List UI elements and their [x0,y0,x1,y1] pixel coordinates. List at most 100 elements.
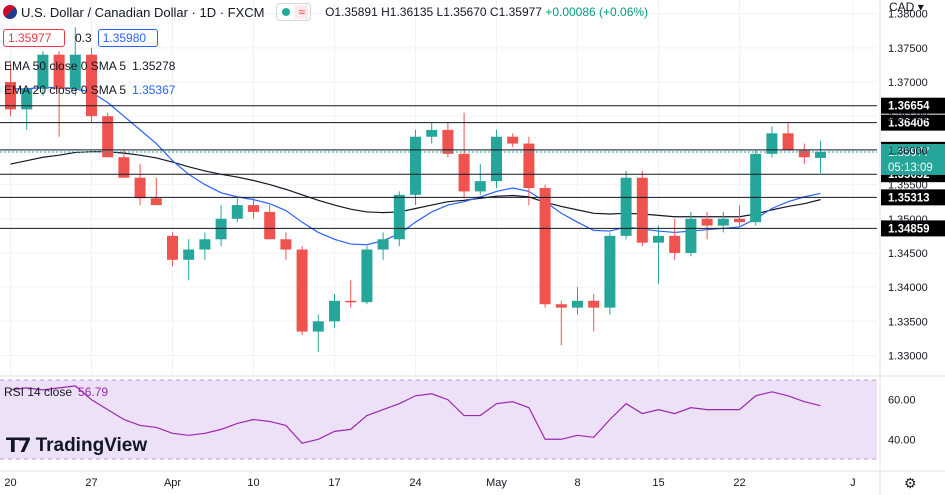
rsi-line [10,385,821,444]
status-pill[interactable]: ≈ [276,3,312,21]
candle-body [539,188,551,305]
candle [685,211,697,257]
ohlc-values: O1.35891 H1.36135 L1.35670 C1.35977 +0.0… [325,5,648,19]
currency-label: CAD [889,0,915,14]
candle-body [653,235,664,243]
candle-body [523,143,535,188]
low-value: L1.35670 [436,5,487,19]
x-tick-label: 24 [409,477,421,489]
x-tick-label: 8 [574,477,580,489]
y-tick-label: 1.34500 [888,248,928,260]
symbol-title[interactable]: U.S. Dollar / Canadian Dollar · 1D · FXC… [21,4,265,20]
x-tick-label: J [850,477,856,489]
currency-selector[interactable]: CAD ▾ [889,0,924,14]
candle [782,123,794,151]
candles [5,27,826,353]
candle-body [410,136,421,195]
candle-body [21,88,33,110]
candle [183,239,195,281]
sell-button[interactable]: 1.35977 [3,29,65,47]
candle-body [426,129,438,137]
candle-body [734,218,745,223]
candle [701,211,713,240]
candle-body [588,300,600,308]
rsi-value: 56.79 [78,385,109,399]
candle [264,205,276,240]
candle [329,293,340,329]
candle [604,232,616,315]
candle-body [782,133,794,151]
open-value: O1.35891 [325,5,378,19]
candle [669,218,681,260]
candle-body [183,249,195,260]
level-label-bg [881,97,945,114]
candle-body [329,300,340,322]
y-tick-label: 1.36000 [888,145,928,157]
candle [636,170,648,247]
candle [345,280,357,308]
candle [458,112,470,199]
candle [620,170,632,240]
level-label: 1.35313 [888,192,930,204]
horizontal-levels: 1.366541.364061.360081.356521.353131.348… [0,97,945,237]
candle-body [458,153,470,192]
x-tick-label: 22 [733,477,745,489]
gear-icon[interactable]: ⚙ [904,475,917,491]
candle [474,164,486,195]
candle-body [815,151,826,158]
candle-body [167,235,178,260]
candle [118,150,130,178]
rsi-legend[interactable]: RSI 14 close 56.79 [4,385,108,399]
candle-body [572,300,583,308]
x-tick-label: 15 [652,477,664,489]
trade-row: 1.35977 0.3 1.35980 [3,29,158,47]
candle-body [296,249,308,332]
candle [491,129,502,188]
buy-button[interactable]: 1.35980 [97,29,158,47]
candle-body [474,181,486,192]
candle-body [37,54,49,89]
candle-body [620,177,632,236]
tradingview-logo[interactable]: 𝗧𝟳 TradingView [6,433,147,458]
ema20-label: EMA 20 close 0 SMA 5 [4,83,127,97]
rsi-pane [0,379,877,460]
candle [523,136,535,206]
candle-body [750,153,762,223]
candle [815,140,826,173]
candle [442,123,454,158]
last-price-label: 1.35977 [888,147,930,159]
candle [653,225,664,284]
x-tick-label: Apr [164,477,181,489]
candle [555,300,567,346]
candle [572,287,583,315]
candle-body [636,177,648,243]
candle [167,232,178,267]
x-tick-label: 20 [4,477,16,489]
flag-icon [3,5,17,19]
change-value: +0.00086 (+0.06%) [545,5,649,19]
candle-body [86,54,97,117]
rsi-band [0,379,877,460]
candle [86,47,97,124]
candle [750,150,762,226]
candle-body [69,54,81,89]
level-label-bg [881,114,945,131]
candle [717,211,729,233]
candle-body [393,194,405,240]
candle-body [491,136,502,182]
candle [588,293,600,332]
ema50-legend[interactable]: EMA 50 close 0 SMA 5 1.35278 [4,59,175,73]
candle [248,198,259,219]
spread-value: 0.3 [75,31,92,45]
candle-body [134,177,146,199]
candle-body [669,235,681,253]
x-tick-label: 17 [328,477,340,489]
candle-body [231,205,243,219]
high-value: H1.36135 [381,5,434,19]
y-tick-label: 1.35000 [888,214,928,226]
ema20-legend[interactable]: EMA 20 close 0 SMA 5 1.35367 [4,83,175,97]
candle-body [555,304,567,308]
candle [393,191,405,247]
rsi-label: RSI 14 close [4,385,73,399]
